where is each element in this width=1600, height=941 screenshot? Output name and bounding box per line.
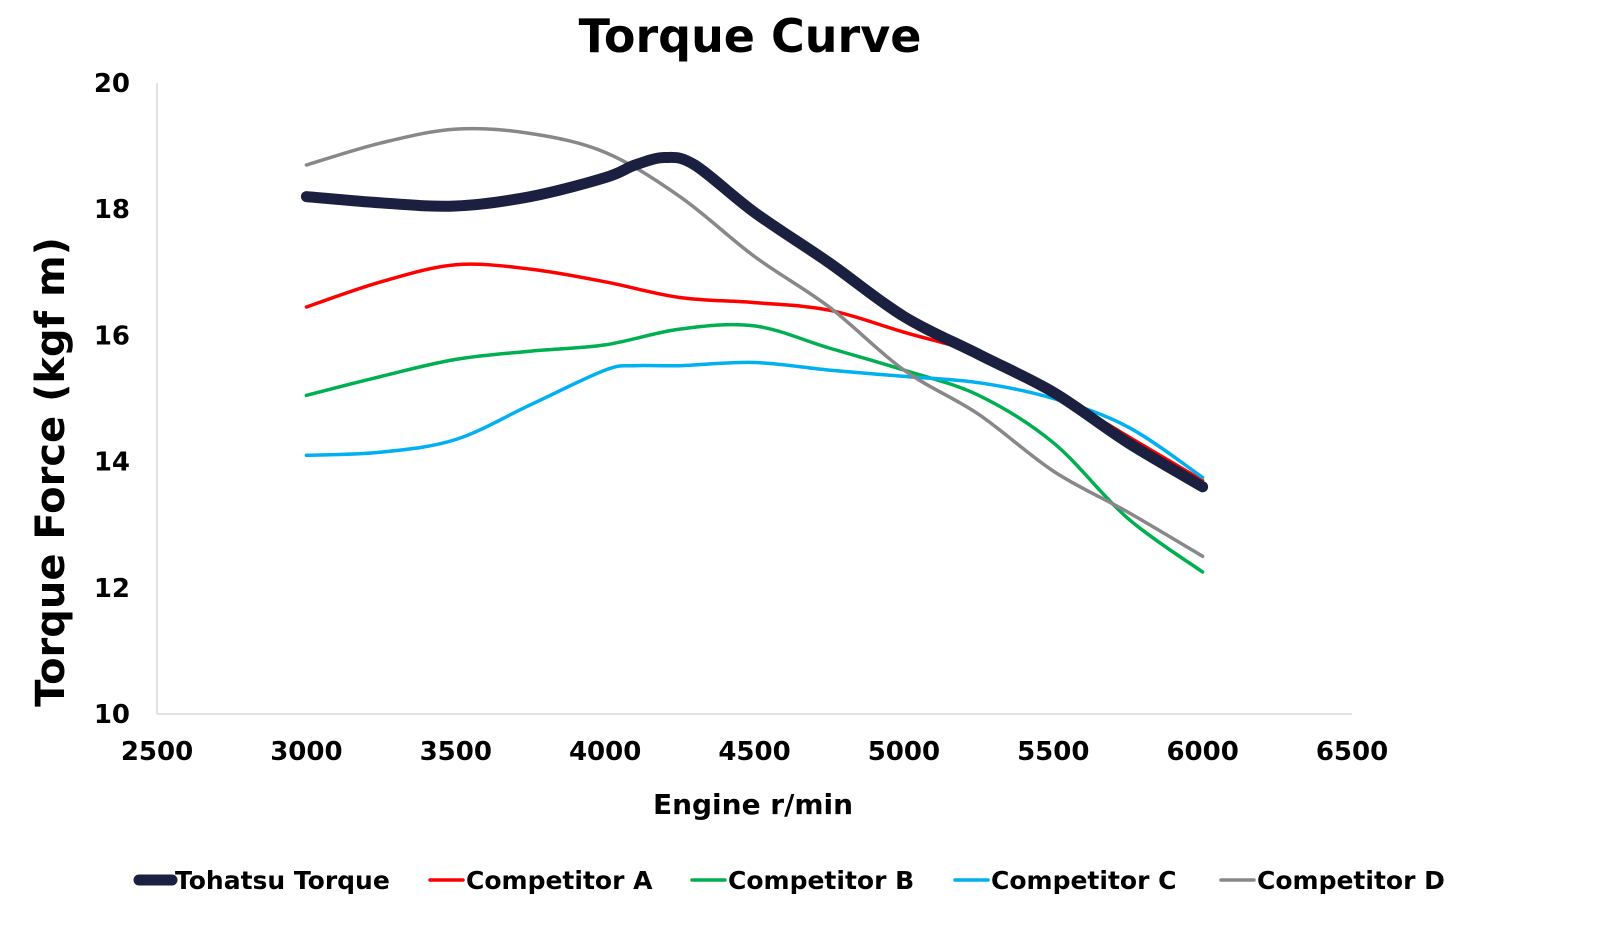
axes (156, 83, 1352, 715)
series-line-competitor-c (304, 360, 1205, 480)
series-line-competitor-a (304, 262, 1205, 483)
y-tick-labels: 10 12 14 16 18 20 (94, 69, 130, 730)
x-tick-label: 4000 (569, 737, 641, 767)
series-line-competitor-d (304, 126, 1205, 559)
x-axis-title: Engine r/min (653, 788, 853, 821)
legend-label: Competitor D (1257, 866, 1445, 895)
x-tick-label: 4500 (718, 737, 790, 767)
x-tick-label: 3500 (420, 737, 492, 767)
series-line-competitor-b (304, 322, 1205, 574)
legend-item-competitor-d: Competitor D (1219, 866, 1445, 895)
legend-item-tohatsu-torque: Tohatsu Torque (133, 866, 390, 895)
legend: Tohatsu Torque Competitor A Competitor B Co… (133, 866, 1445, 895)
y-tick-label: 20 (94, 69, 130, 99)
x-tick-label: 2500 (121, 737, 193, 767)
legend-label: Competitor C (991, 866, 1176, 895)
x-tick-label: 5000 (868, 737, 940, 767)
x-tick-label: 5500 (1017, 737, 1089, 767)
x-tick-labels: 2500 3000 3500 4000 4500 5000 5500 6000 6500 (121, 737, 1388, 767)
legend-label: Competitor A (466, 866, 653, 895)
y-tick-label: 18 (94, 195, 130, 225)
x-tick-label: 6000 (1166, 737, 1238, 767)
chart-title: Torque Curve (579, 9, 922, 63)
x-tick-label: 6500 (1316, 737, 1388, 767)
y-axis-title: Torque Force (kgf m) (28, 237, 74, 707)
legend-label: Competitor B (728, 866, 914, 895)
y-tick-label: 12 (94, 574, 130, 604)
legend-label: Tohatsu Torque (175, 866, 390, 895)
series-layer (300, 126, 1209, 574)
series-line-tohatsu-torque (300, 151, 1209, 493)
y-tick-label: 16 (94, 321, 130, 351)
y-tick-label: 10 (94, 700, 130, 730)
y-tick-label: 14 (94, 448, 130, 478)
legend-item-competitor-b: Competitor B (690, 866, 914, 895)
legend-item-competitor-a: Competitor A (428, 866, 653, 895)
x-tick-label: 3000 (270, 737, 342, 767)
legend-item-competitor-c: Competitor C (953, 866, 1176, 895)
